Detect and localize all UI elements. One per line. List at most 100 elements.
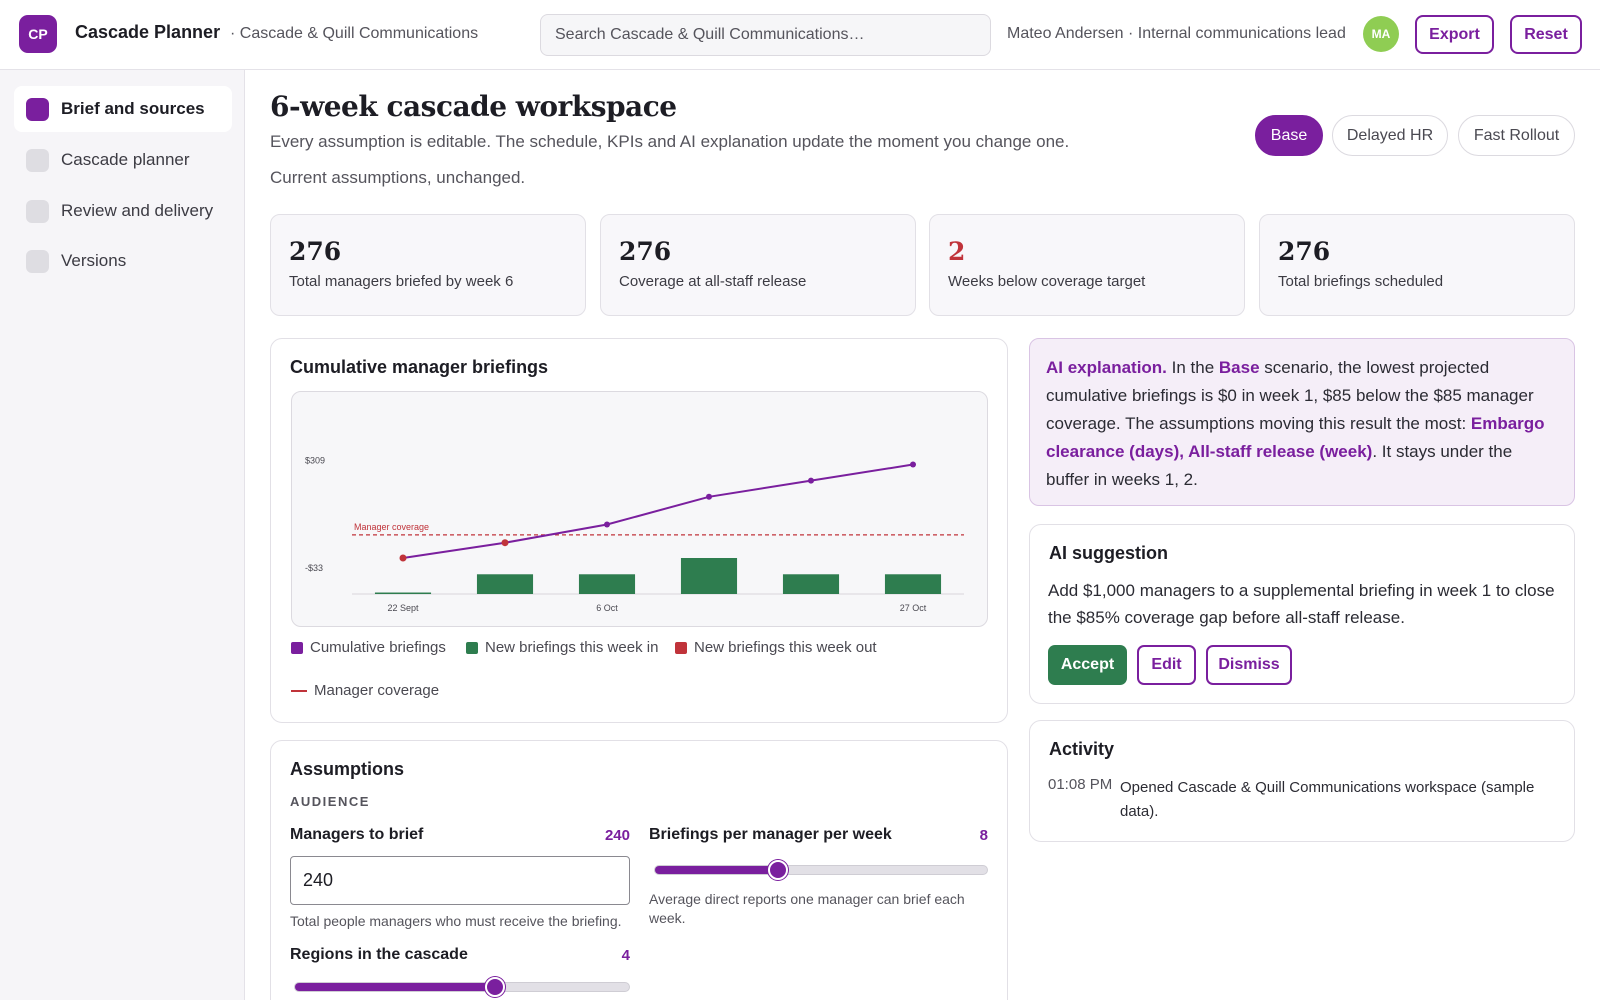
ai-explanation-separator: , [1179,442,1189,461]
chart-frame: Manager coverage $309 -$33 22 Sept 6 Oct 27 O… [291,391,988,627]
kpi-label: Weeks below coverage target [948,273,1146,290]
reset-button[interactable]: Reset [1510,15,1582,54]
legend-swatch [466,641,478,654]
kpi-card-weeks-below-target: 2 Weeks below coverage target [929,214,1245,316]
ai-explanation-text: . It stays under the buffer in weeks 1, … [1046,442,1513,489]
sidebar-item-label: Cascade planner [61,150,190,169]
edit-button[interactable]: Edit [1137,645,1196,685]
slider-fill [295,983,496,991]
sidebar-item-cascade-planner[interactable]: Cascade planner [14,137,232,183]
slider-fill [655,866,778,874]
y-tick-label: $309 [305,456,325,466]
cumulative-point [399,554,407,562]
briefings-per-manager-slider[interactable] [654,860,988,880]
slider-thumb[interactable] [767,860,788,880]
legend-label: Cumulative briefings [310,639,446,656]
briefings-chart: Manager coverage $309 -$33 22 Sept 6 Oct 27 O… [305,456,964,613]
ai-suggestion-text: Add $1,000 managers to a supplemental br… [1048,581,1555,627]
activity-card: Activity 01:08 PM Opened Cascade & Quill… [1029,720,1575,842]
top-bar: CP Cascade Planner · Cascade & Quill Com… [0,0,1600,70]
ai-explanation-driver: Embargo clearance (days) [1046,414,1545,461]
cumulative-briefings-line [402,463,914,560]
x-tick-label: 27 Oct [900,603,927,613]
nav-square-icon [26,148,49,172]
app-title: Cascade Planner [75,22,221,42]
activity-title: Activity [1049,739,1115,759]
regions-slider[interactable] [294,977,630,997]
bar-new-briefings-in [374,592,432,595]
bar-new-briefings-in [680,558,738,594]
cumulative-point [706,493,712,500]
scenario-delayed-hr-button[interactable]: Delayed HR [1332,115,1448,156]
ai-explanation-scenario: Base [1218,358,1260,377]
page-title: 6-week cascade workspace [270,90,677,123]
kpi-value: 276 [619,237,672,266]
managers-help: Total people managers who must receive t… [290,913,622,929]
legend-label: New briefings this week in [485,639,659,656]
search-input[interactable] [540,14,991,56]
avatar[interactable]: MA [1363,16,1399,52]
assumptions-title: Assumptions [290,759,405,779]
user-label: Mateo Andersen · Internal communications… [1007,25,1346,42]
regions-label: Regions in the cascade [290,946,468,963]
kpi-label: Coverage at all-staff release [619,273,807,290]
managers-label: Managers to brief [290,826,424,843]
accept-button[interactable]: Accept [1048,645,1127,685]
kpi-label: Total managers briefed by week 6 [289,273,514,290]
sidebar-item-versions[interactable]: Versions [14,238,232,284]
page-subtitle: Every assumption is editable. The schedu… [270,132,1070,151]
bar-new-briefings-in [578,574,636,594]
assumptions-card: Assumptions AUDIENCE Managers to brief 2… [270,740,1008,1000]
ai-suggestion-card: AI suggestion Add $1,000 managers to a s… [1029,524,1575,704]
organization-name: · Cascade & Quill Communications [230,25,479,42]
scenario-base-button[interactable]: Base [1255,115,1323,156]
kpi-value: 276 [289,237,342,266]
legend-item-new-in: New briefings this week in [466,639,658,656]
scenario-fast-rollout-button[interactable]: Fast Rollout [1458,115,1575,156]
manager-coverage-label: Manager coverage [354,522,429,532]
briefings-per-manager-value: 8 [979,827,988,844]
legend-swatch [675,641,687,654]
sidebar-item-review-and-delivery[interactable]: Review and delivery [14,188,232,234]
nav-square-icon [26,199,49,223]
legend-label: New briefings this week out [694,639,877,656]
app-logo: CP [19,15,57,53]
ai-explanation-text: scenario, the lowest projected cumulativ… [1046,358,1534,433]
chart-card: Cumulative manager briefings Manager cov… [270,338,1008,723]
legend-item-new-out: New briefings this week out [675,639,877,656]
regions-value: 4 [621,947,630,964]
legend-swatch [291,641,303,654]
sidebar-item-brief-and-sources[interactable]: Brief and sources [14,86,232,132]
kpi-card-briefings-scheduled: 276 Total briefings scheduled [1259,214,1575,316]
kpi-label: Total briefings scheduled [1278,273,1444,290]
x-tick-label: 22 Sept [387,603,419,613]
ai-explanation-lead: AI explanation. [1046,358,1167,377]
managers-input[interactable] [290,856,630,905]
sidebar-item-label: Review and delivery [61,201,214,220]
ai-explanation-text: In the [1166,358,1219,377]
ai-suggestion-title: AI suggestion [1049,543,1169,563]
kpi-value: 2 [948,237,966,266]
section-heading-audience: AUDIENCE [290,794,370,809]
x-tick-label: 6 Oct [596,603,618,613]
briefings-per-manager-label: Briefings per manager per week [649,826,892,843]
bar-new-briefings-in [884,574,942,594]
kpi-card-managers-briefed: 276 Total managers briefed by week 6 [270,214,586,316]
slider-thumb[interactable] [485,977,506,997]
dismiss-button[interactable]: Dismiss [1206,645,1292,685]
legend-label: Manager coverage [314,682,440,699]
managers-value: 240 [604,827,630,844]
ai-explanation-driver: All-staff release (week) [1188,442,1373,461]
bar-new-briefings-in [476,574,534,594]
legend-item-coverage: Manager coverage [291,682,439,699]
cumulative-point [604,521,610,528]
legend-line [291,689,307,692]
cumulative-point [910,461,916,468]
nav-square-icon [26,97,49,121]
briefings-per-manager-help: Average direct reports one manager can b… [649,891,965,926]
legend-item-cumulative: Cumulative briefings [291,639,446,656]
sidebar: Brief and sources Cascade planner Review… [0,70,245,1000]
activity-time: 01:08 PM [1048,776,1113,793]
export-button[interactable]: Export [1415,15,1494,54]
kpi-card-coverage: 276 Coverage at all-staff release [600,214,916,316]
